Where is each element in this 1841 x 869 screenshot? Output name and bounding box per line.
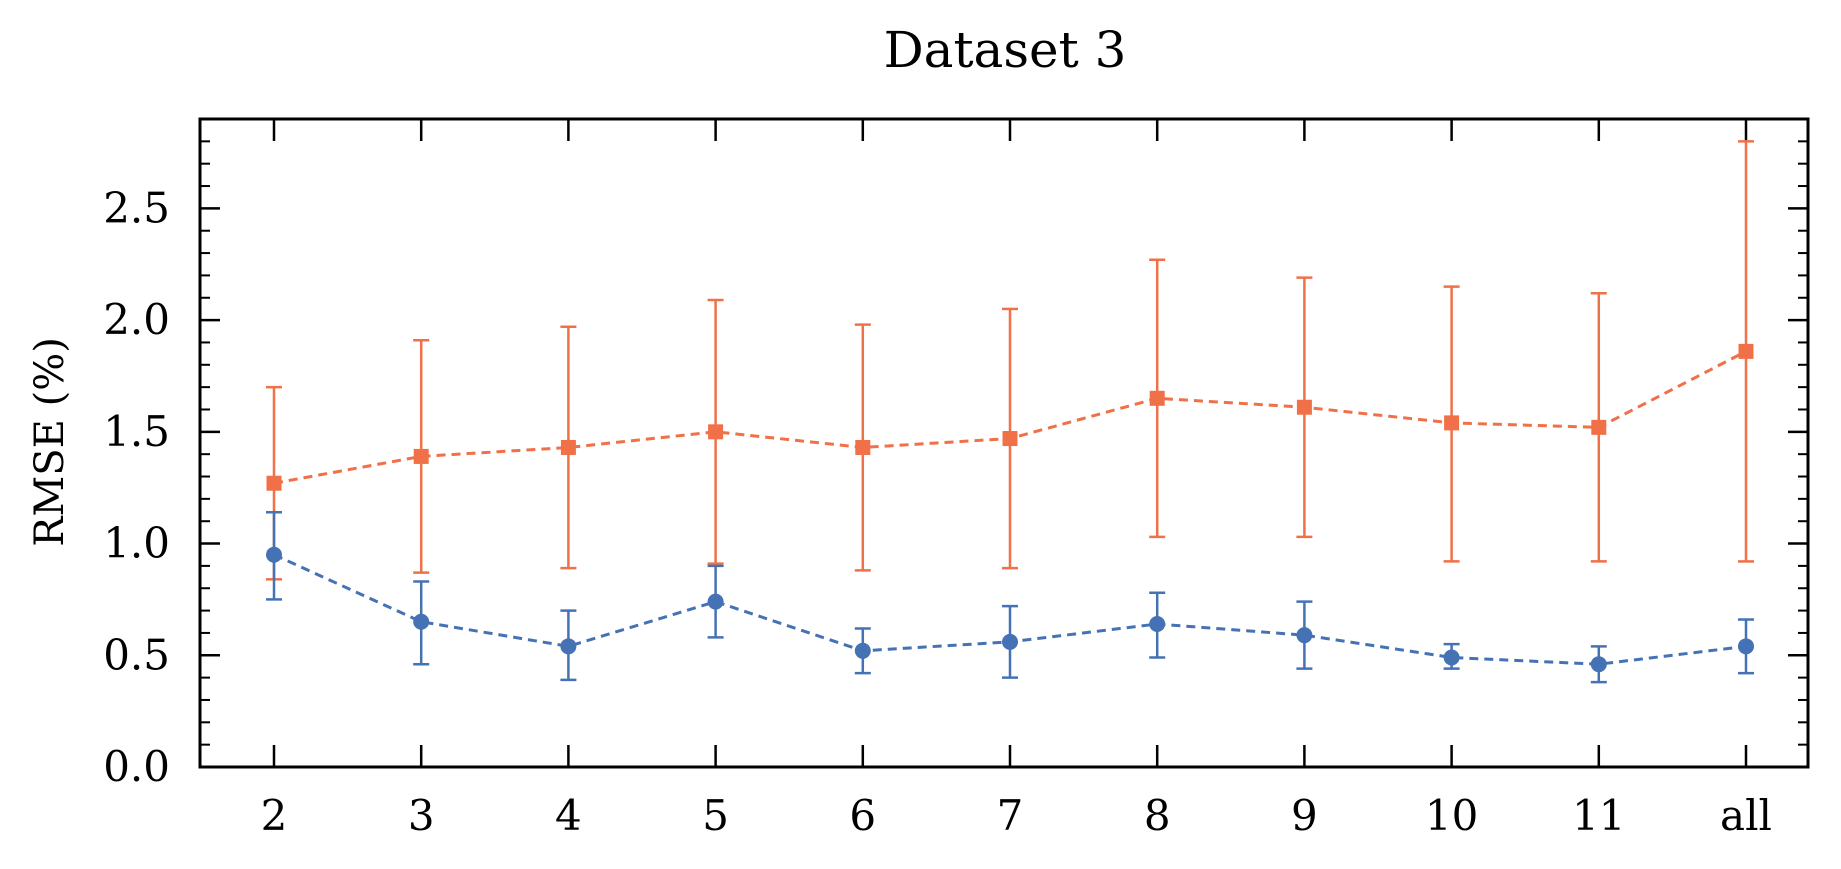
data-point <box>1738 343 1754 359</box>
x-tick-label: 5 <box>702 791 729 840</box>
data-point <box>1149 390 1165 406</box>
x-tick-label: 10 <box>1425 791 1478 840</box>
data-point <box>560 638 577 655</box>
series-2 <box>266 511 1754 684</box>
data-point <box>708 424 724 440</box>
data-point <box>266 475 282 491</box>
x-tick-label: 6 <box>849 791 876 840</box>
data-point <box>1590 656 1607 673</box>
data-point <box>413 448 429 464</box>
data-point <box>1002 633 1018 650</box>
data-point <box>1296 399 1312 415</box>
y-tick-label: 1.5 <box>103 407 170 456</box>
data-point <box>1591 419 1607 435</box>
x-tick-label: 4 <box>555 791 582 840</box>
data-point <box>413 613 430 630</box>
data-point <box>1444 415 1460 431</box>
data-point <box>1002 431 1018 447</box>
x-tick-label: 8 <box>1144 791 1171 840</box>
y-tick-label: 0.0 <box>103 742 170 791</box>
data-point <box>560 439 576 455</box>
data-point <box>266 546 282 563</box>
data-point <box>1296 627 1313 644</box>
data-point <box>1738 638 1754 655</box>
plot-frame <box>198 117 1810 769</box>
x-tick-label: all <box>1720 791 1772 840</box>
data-point <box>707 593 724 610</box>
plot-area: 2 3 4 5 6 7 8 9 10 11 all 0.0 0.5 1.0 1.5 2.0 2.5 <box>103 119 1808 840</box>
x-tick-label: 2 <box>261 791 288 840</box>
data-point <box>1443 649 1460 666</box>
x-tick-label: 3 <box>408 791 435 840</box>
x-tick-label: 9 <box>1291 791 1318 840</box>
y-axis-label: RMSE (%) <box>27 337 73 547</box>
series-1 <box>266 140 1754 581</box>
y-tick-label: 0.5 <box>103 630 170 679</box>
y-tick-label: 1.0 <box>103 519 170 568</box>
data-point <box>854 642 871 659</box>
x-tick-label: 11 <box>1572 791 1625 840</box>
data-point <box>855 439 871 455</box>
x-tick-label: 7 <box>997 791 1024 840</box>
chart-title: Dataset 3 <box>884 21 1127 79</box>
y-tick-label: 2.5 <box>103 183 170 232</box>
y-tick-label: 2.0 <box>103 295 170 344</box>
data-point <box>1149 615 1166 632</box>
